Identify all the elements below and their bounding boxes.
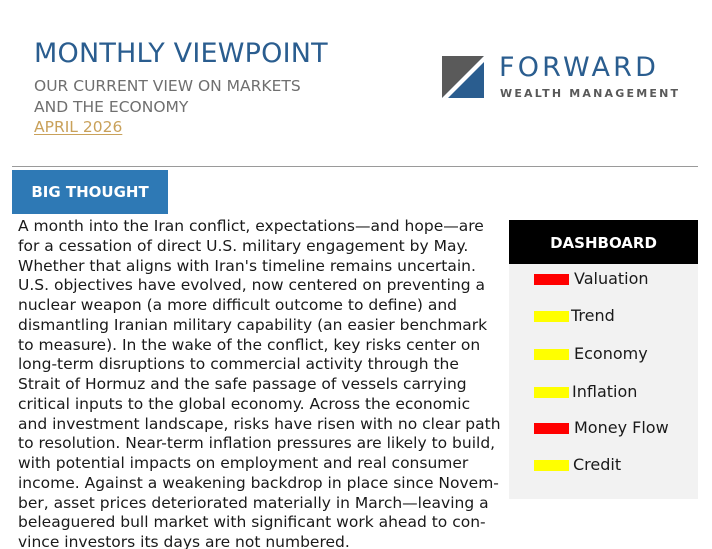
article-body-line: vince investors its days are not numbere…: [18, 533, 350, 549]
page-subtitle: OUR CURRENT VIEW ON MARKETS AND THE ECON…: [34, 76, 301, 118]
dashboard-item-label: Trend: [571, 306, 615, 325]
dashboard-item-label: Inflation: [572, 382, 638, 401]
status-swatch: [534, 274, 569, 285]
subtitle-line: OUR CURRENT VIEW ON MARKETS: [34, 77, 301, 95]
dashboard-item-label: Money Flow: [574, 418, 669, 437]
article-body-line: Whether that aligns with Iran's timeline…: [18, 256, 476, 275]
dashboard-item-label: Valuation: [574, 269, 649, 288]
article-body-line: and investment landscape, risks have ris…: [18, 414, 501, 433]
status-swatch: [534, 387, 569, 398]
company-logo: FORWARD WEALTH MANAGEMENT: [442, 52, 704, 102]
section-label-big-thought: BIG THOUGHT: [12, 170, 168, 214]
status-swatch: [534, 460, 569, 471]
dashboard-item-label: Economy: [574, 344, 648, 363]
article-body-line: beleaguered bull market with significant…: [18, 513, 486, 532]
publication-date: APRIL 2026: [34, 118, 123, 136]
dashboard-panel: DASHBOARD Valuation Trend Economy Inflation…: [509, 220, 698, 499]
article-body-line: to measure). In the wake of the conflict…: [18, 335, 481, 354]
page-title: MONTHLY VIEWPOINT: [34, 38, 328, 69]
logo-tagline: WEALTH MANAGEMENT: [500, 87, 681, 100]
dashboard-item: Valuation: [509, 267, 698, 291]
dashboard-item: Economy: [509, 342, 698, 366]
status-swatch: [534, 423, 569, 434]
dashboard-item: Money Flow: [509, 416, 698, 440]
article-body-line: dismantling Iranian military capability …: [18, 315, 488, 334]
article-body-line: ber, asset prices deteriorated materiall…: [18, 493, 489, 512]
article-body-line: U.S. objectives have evolved, now center…: [18, 276, 485, 295]
dashboard-item-label: Credit: [573, 455, 622, 474]
article-body-line: income. Against a weakening backdrop in …: [18, 473, 499, 492]
article-body-line: nuclear weapon (a more difficult outcome…: [18, 296, 458, 314]
dashboard-item: Credit: [509, 453, 698, 477]
article-body-line: long-term disruptions to commercial acti…: [18, 355, 459, 374]
subtitle-line: AND THE ECONOMY: [34, 98, 189, 116]
article-body-line: A month into the Iran conflict, expectat…: [18, 217, 484, 235]
article-body-line: Strait of Hormuz and the safe passage of…: [18, 375, 467, 393]
status-swatch: [534, 311, 569, 322]
article-body-line: with potential impacts on employment and…: [18, 454, 469, 472]
article-body: A month into the Iran conflict, expectat…: [18, 217, 501, 549]
header-divider: [12, 166, 698, 167]
article-body-line: critical inputs to the global economy. A…: [18, 394, 471, 413]
logo-name: FORWARD: [499, 52, 660, 83]
status-swatch: [534, 349, 569, 360]
article-body-line: to resolution. Near-term inflation press…: [18, 434, 496, 453]
article-body-line: for a cessation of direct U.S. military …: [18, 236, 469, 255]
dashboard-item: Trend: [509, 304, 698, 328]
logo-mark-icon: [442, 56, 484, 98]
dashboard-title: DASHBOARD: [509, 220, 698, 264]
dashboard-item: Inflation: [509, 380, 698, 404]
